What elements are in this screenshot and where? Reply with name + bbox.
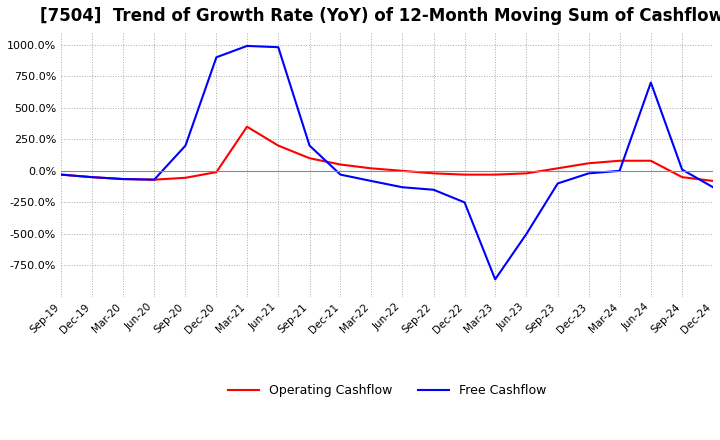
Line: Free Cashflow: Free Cashflow (61, 46, 713, 279)
Legend: Operating Cashflow, Free Cashflow: Operating Cashflow, Free Cashflow (223, 379, 552, 402)
Title: [7504]  Trend of Growth Rate (YoY) of 12-Month Moving Sum of Cashflows: [7504] Trend of Growth Rate (YoY) of 12-… (40, 7, 720, 25)
Line: Operating Cashflow: Operating Cashflow (61, 127, 713, 181)
